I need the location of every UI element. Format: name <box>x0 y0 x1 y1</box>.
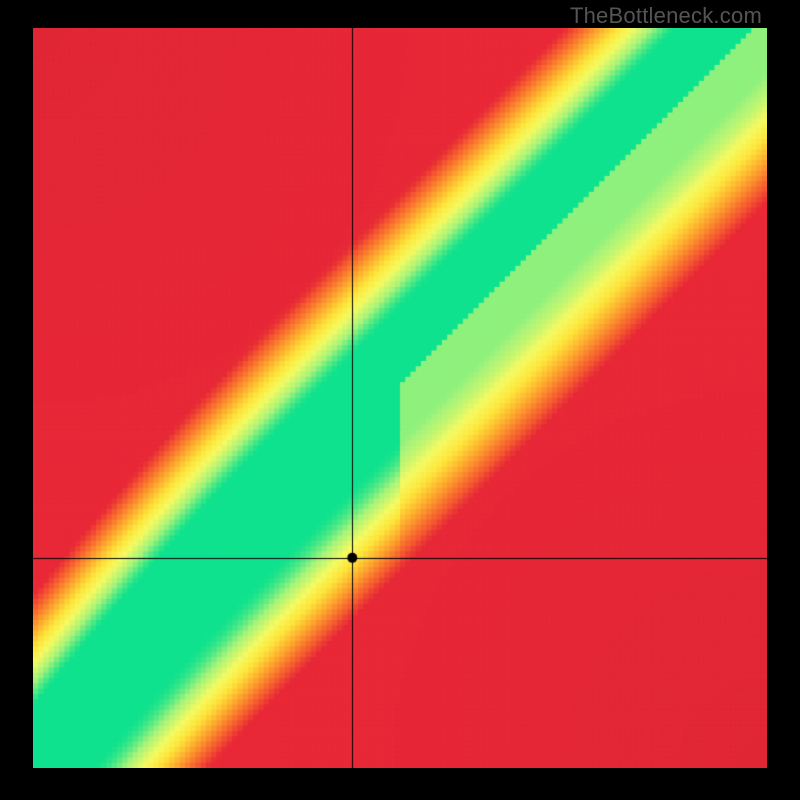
watermark-text: TheBottleneck.com <box>570 3 762 29</box>
heatmap-chart <box>33 28 767 768</box>
heatmap-canvas <box>33 28 767 768</box>
